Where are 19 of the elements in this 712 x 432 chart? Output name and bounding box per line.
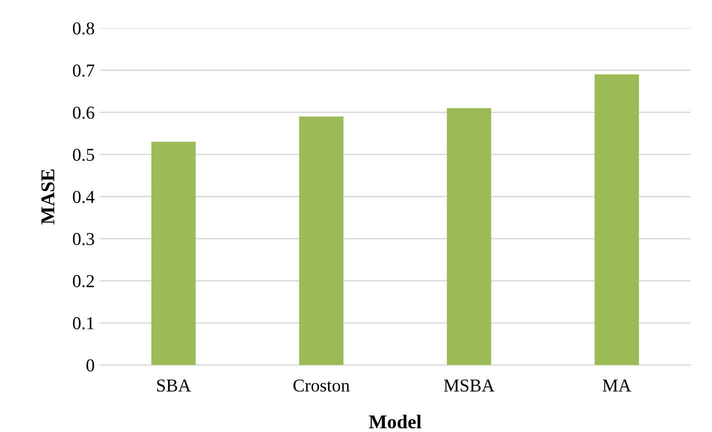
x-axis-title: Model bbox=[369, 414, 422, 428]
x-tick-label: SBA bbox=[157, 380, 191, 392]
y-tick-label: 0.5 bbox=[72, 148, 94, 161]
y-tick-label: 0.8 bbox=[72, 22, 94, 35]
y-axis-title: MASE bbox=[41, 169, 54, 224]
bar bbox=[151, 142, 196, 366]
y-tick-label: 0.6 bbox=[72, 106, 94, 119]
x-tick-label: MSBA bbox=[444, 380, 494, 392]
x-tick-label: Croston bbox=[293, 380, 350, 392]
y-tick-label: 0.4 bbox=[72, 190, 95, 204]
y-tick-label: 0.1 bbox=[72, 317, 94, 330]
y-tick-label: 0.2 bbox=[72, 275, 94, 288]
y-tick-label: 0.3 bbox=[72, 232, 94, 246]
x-tick-label: MA bbox=[602, 380, 632, 392]
bar bbox=[446, 108, 492, 366]
y-tick-label: 0 bbox=[86, 359, 94, 372]
bar bbox=[594, 74, 639, 366]
y-tick-label: 0.7 bbox=[72, 64, 94, 77]
bar bbox=[299, 116, 344, 366]
